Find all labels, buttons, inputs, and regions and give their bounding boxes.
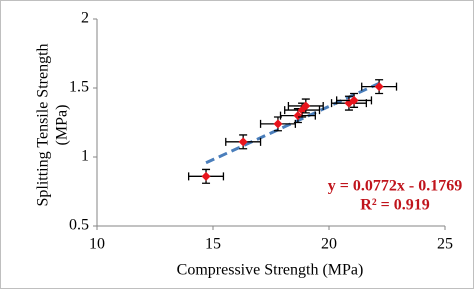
x-tick-label: 20 xyxy=(321,236,337,253)
x-tick-label: 10 xyxy=(89,236,105,253)
annotation: R² = 0.919 xyxy=(360,197,429,214)
annotation: y = 0.0772x - 0.1769 xyxy=(328,178,462,195)
y-tick-label: 0.5 xyxy=(69,217,89,234)
x-tick-label: 25 xyxy=(437,236,453,253)
y-axis-label-line: (MPa) xyxy=(54,105,71,146)
point xyxy=(201,171,211,181)
point xyxy=(374,82,384,92)
y-tick-label: 2 xyxy=(81,10,89,27)
x-axis-label: Compressive Strength (MPa) xyxy=(177,262,364,279)
point xyxy=(238,137,248,147)
x-tick-label: 15 xyxy=(205,236,221,253)
point xyxy=(273,119,283,129)
y-tick-label: 1.5 xyxy=(69,79,89,96)
y-tick-label: 1 xyxy=(81,148,89,165)
point xyxy=(293,111,303,121)
y-axis-label: Splitting Tensile Strength (MPa) xyxy=(35,43,71,206)
point xyxy=(349,95,359,105)
point xyxy=(301,101,311,111)
y-axis-label-line: Splitting Tensile Strength xyxy=(35,43,52,206)
